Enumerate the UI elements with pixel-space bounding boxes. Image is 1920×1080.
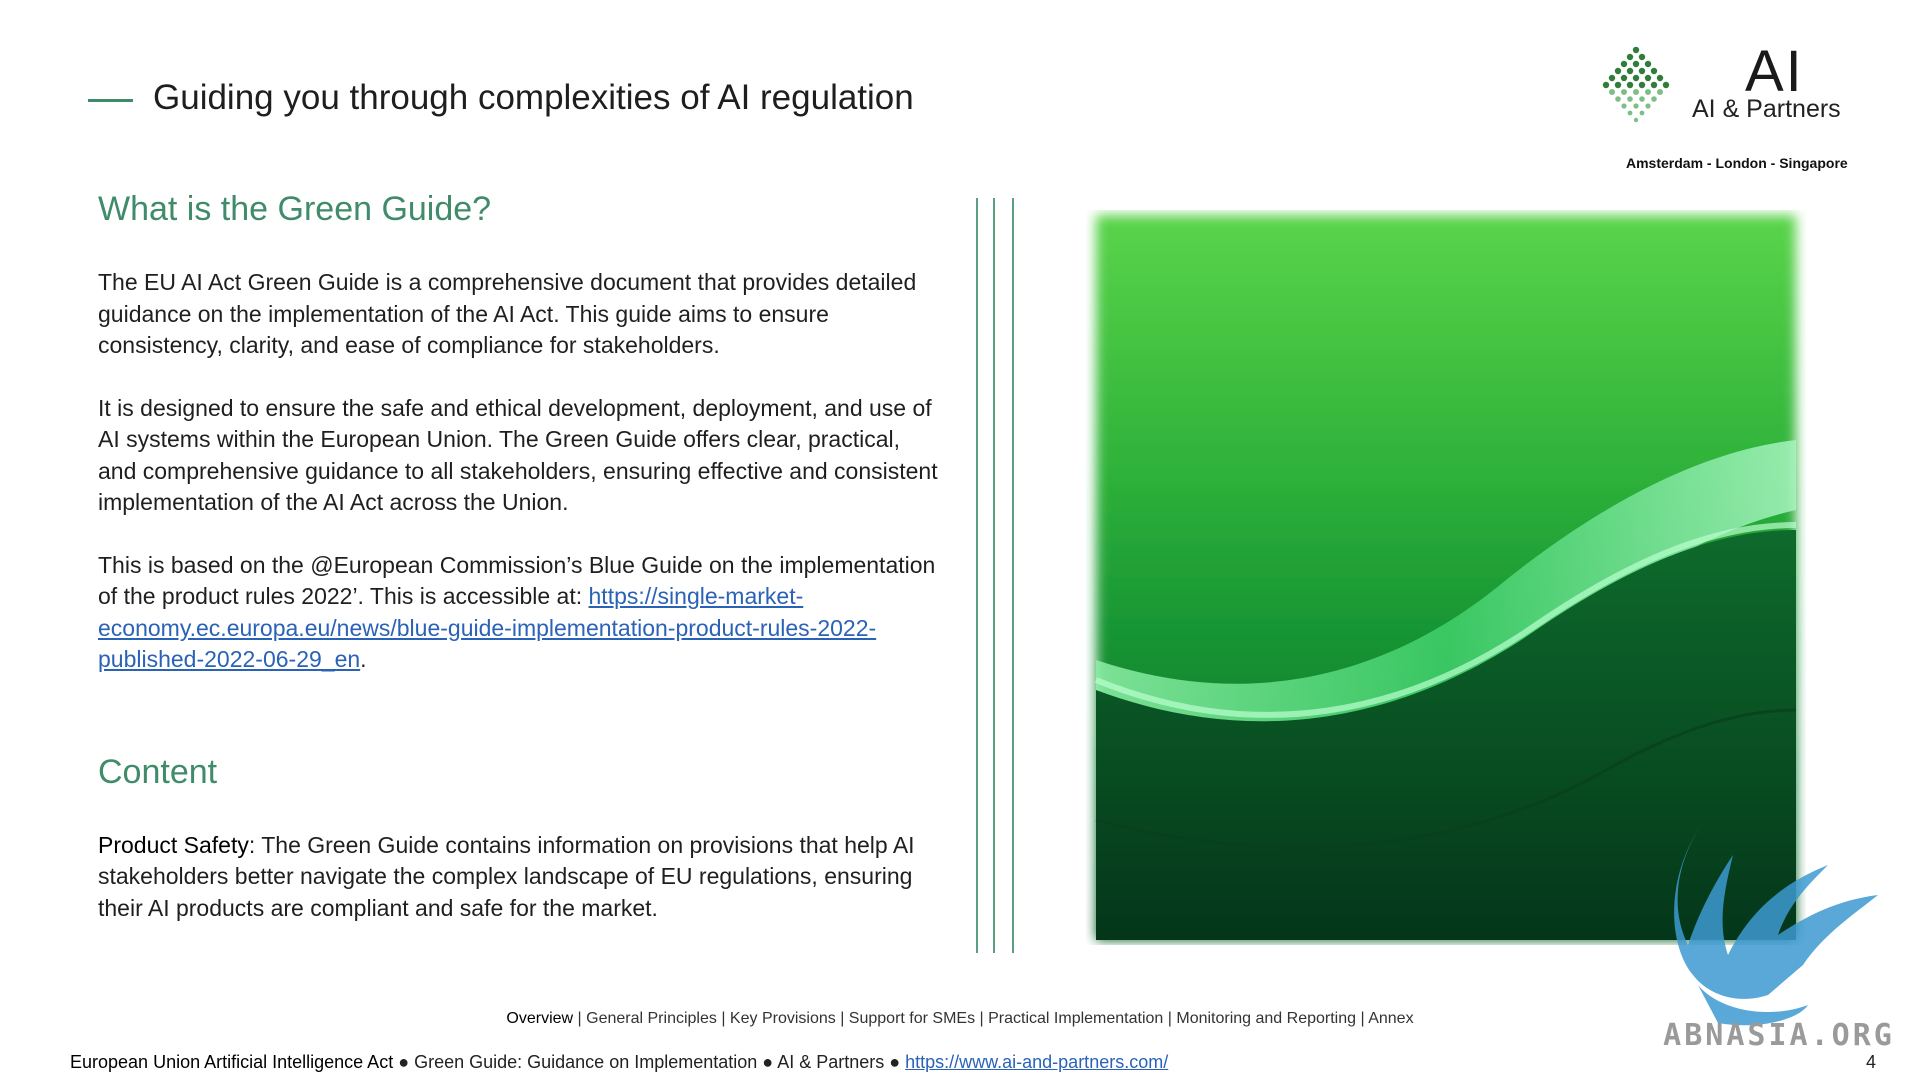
nav-separator: | xyxy=(975,1010,989,1027)
footer-bullet: ● xyxy=(393,1052,415,1072)
paragraph-purpose: It is designed to ensure the safe and et… xyxy=(98,394,938,516)
logo-diamond-icon xyxy=(1602,46,1670,123)
main-content: What is the Green Guide? The EU AI Act G… xyxy=(98,190,938,924)
section-nav: Overview | General Principles | Key Prov… xyxy=(0,1010,1920,1028)
page-number: 4 xyxy=(1865,1052,1876,1072)
logo-mark-text: AI xyxy=(1745,39,1804,104)
nav-item-annex[interactable]: Annex xyxy=(1368,1010,1414,1027)
logo-cities: Amsterdam - London - Singapore xyxy=(1626,155,1848,171)
nav-item-practical-implementation[interactable]: Practical Implementation xyxy=(988,1010,1164,1027)
footer: European Union Artificial Intelligence A… xyxy=(70,1052,1168,1073)
product-safety-text: : The Green Guide contains information o… xyxy=(98,831,915,921)
source-text: This is based on the @European Commissio… xyxy=(98,551,936,610)
footer-bullet: ● xyxy=(884,1052,906,1072)
paragraph-product-safety: Product Safety: The Green Guide contains… xyxy=(98,830,938,925)
footer-website-link[interactable]: https://www.ai-and-partners.com/ xyxy=(905,1052,1169,1072)
footer-guide: Green Guide: Guidance on Implementation xyxy=(414,1052,758,1072)
paragraph-intro: The EU AI Act Green Guide is a comprehen… xyxy=(98,269,917,358)
footer-act: European Union Artificial Intelligence A… xyxy=(70,1052,394,1072)
watermark-text: ABNASIA.ORG xyxy=(1663,1018,1895,1053)
source-period: . xyxy=(360,646,367,672)
divider-line xyxy=(993,198,995,953)
nav-separator: | xyxy=(716,1010,730,1027)
blue-guide-link[interactable]: https://single-market-economy.ec.europa.… xyxy=(98,583,877,672)
divider-line xyxy=(976,198,978,953)
nav-separator: | xyxy=(835,1010,849,1027)
green-wave-image xyxy=(1094,215,1797,940)
nav-item-monitoring-reporting[interactable]: Monitoring and Reporting xyxy=(1176,1010,1357,1027)
nav-item-general-principles[interactable]: General Principles xyxy=(586,1010,717,1027)
nav-separator: | xyxy=(1356,1010,1369,1027)
paragraph-source: This is based on the @European Commissio… xyxy=(98,550,938,676)
footer-bullet: ● xyxy=(757,1052,778,1072)
nav-separator: | xyxy=(1163,1010,1177,1027)
section-heading-content: Content xyxy=(98,752,218,791)
watermark-logo: ABNASIA.ORG xyxy=(1663,815,1895,1053)
section-heading-green-guide: What is the Green Guide? xyxy=(98,190,492,228)
product-safety-label: Product Safety xyxy=(98,831,249,858)
nav-item-overview[interactable]: Overview xyxy=(506,1010,574,1027)
page-title: Guiding you through complexities of AI r… xyxy=(153,78,914,117)
logo-name: AI & Partners xyxy=(1692,95,1841,123)
nav-item-support-smes[interactable]: Support for SMEs xyxy=(848,1010,976,1027)
nav-separator: | xyxy=(573,1010,587,1027)
footer-org: AI & Partners xyxy=(777,1052,885,1072)
title-accent-line xyxy=(88,99,133,102)
nav-item-key-provisions[interactable]: Key Provisions xyxy=(729,1010,836,1027)
divider-line xyxy=(1012,198,1014,953)
company-logo xyxy=(1596,40,1856,130)
